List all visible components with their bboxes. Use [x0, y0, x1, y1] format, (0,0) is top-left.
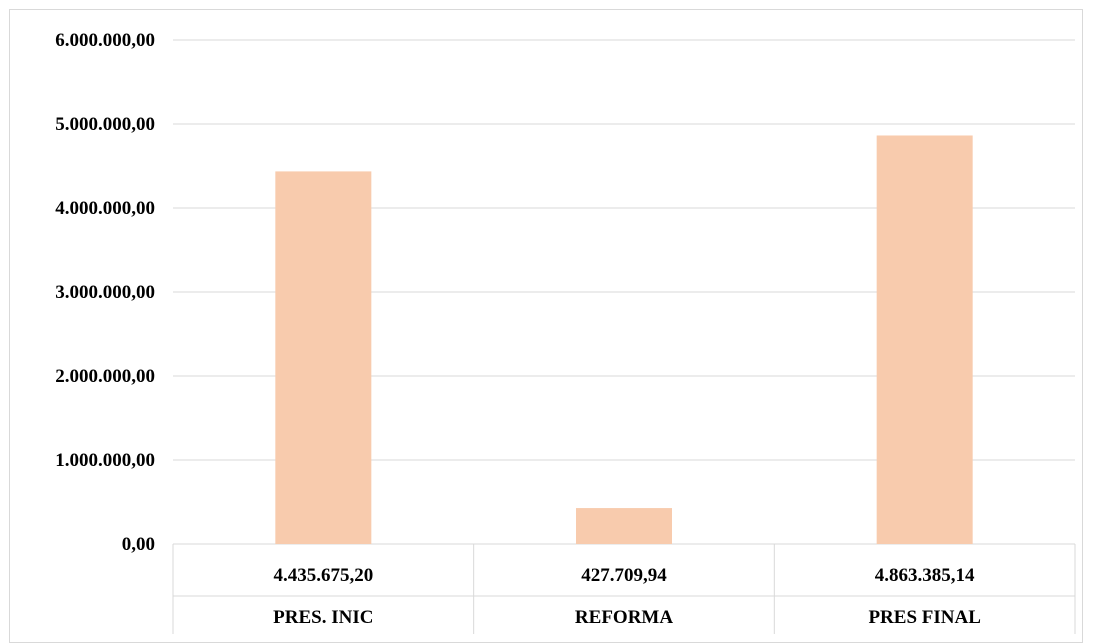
data-label: 4.863.385,14 — [875, 565, 975, 586]
bar — [876, 135, 973, 544]
y-tick-label: 3.000.000,00 — [55, 282, 155, 303]
category-label: PRES FINAL — [868, 607, 980, 628]
bar — [275, 171, 372, 544]
y-tick-label: 6.000.000,00 — [55, 30, 155, 51]
bar — [576, 508, 672, 544]
data-table: 4.435.675,20 PRES. INIC 427.709,94 REFORMA 4… — [172, 544, 1076, 634]
category-label: PRES. INIC — [273, 607, 373, 628]
data-label: 427.709,94 — [581, 565, 667, 586]
category-label: REFORMA — [575, 607, 673, 628]
y-tick-label: 1.000.000,00 — [55, 450, 155, 471]
y-tick-label: 4.000.000,00 — [55, 198, 155, 219]
bars — [275, 135, 973, 544]
y-axis-tick-labels: 0,00 1.000.000,00 2.000.000,00 3.000.000,00… — [55, 30, 155, 555]
data-label: 4.435.675,20 — [273, 565, 373, 586]
y-tick-label: 2.000.000,00 — [55, 366, 155, 387]
y-tick-label: 5.000.000,00 — [55, 114, 155, 135]
y-tick-label: 0,00 — [122, 534, 155, 555]
